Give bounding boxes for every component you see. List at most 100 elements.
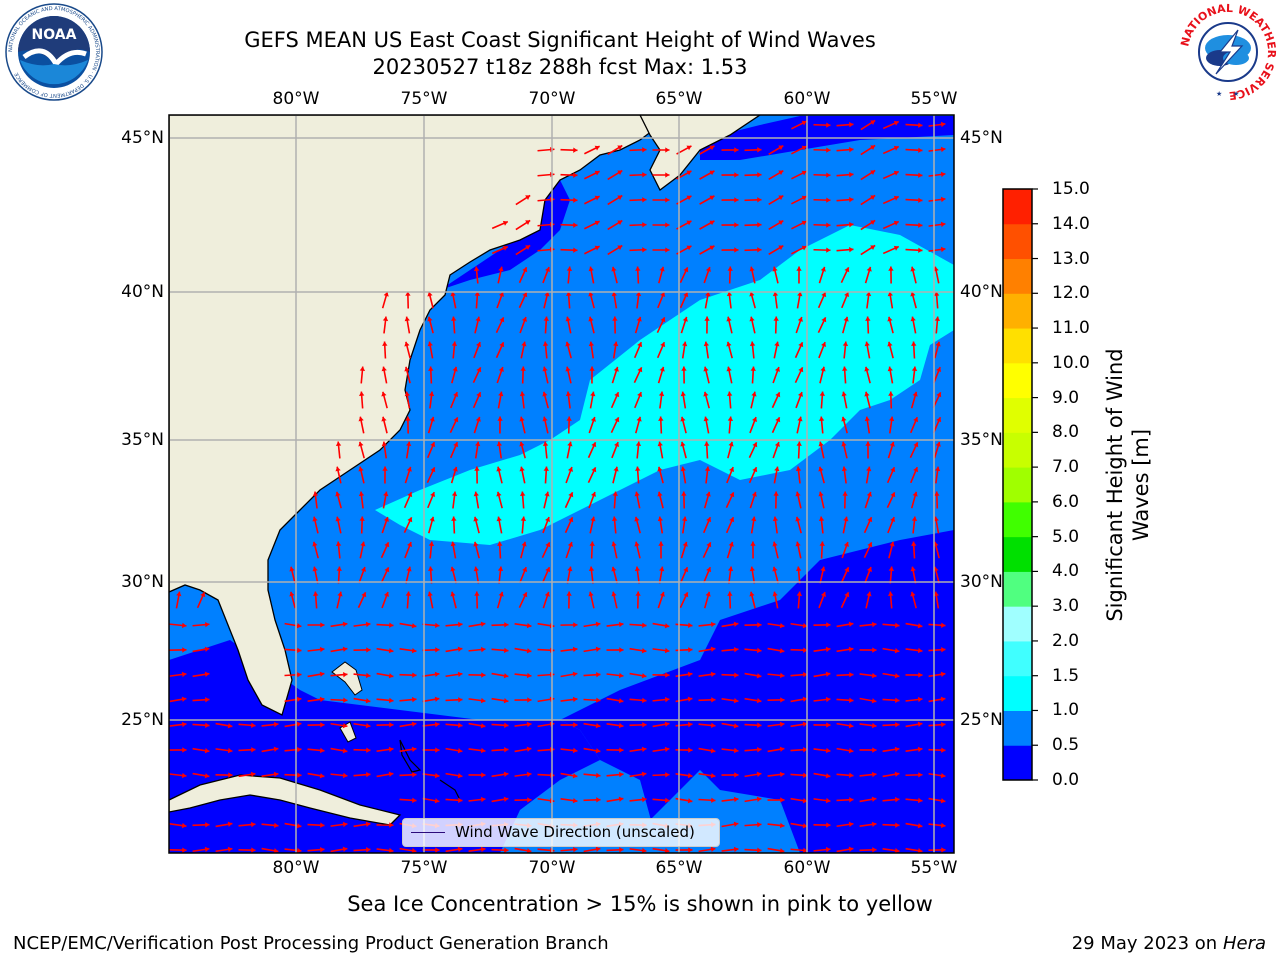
- wind-wave-arrowhead: [688, 622, 693, 629]
- lat-label-right-35n: 35°N: [960, 430, 1003, 450]
- wind-wave-arrowhead: [336, 566, 342, 571]
- wind-wave-arrowhead: [590, 492, 597, 497]
- wind-wave-arrowhead: [893, 170, 899, 176]
- wind-wave-arrowhead: [411, 746, 417, 752]
- wind-wave-arrowhead: [911, 541, 917, 546]
- wind-wave-arrowhead: [475, 316, 481, 322]
- lon-label-bottom-65w: 65°W: [655, 858, 703, 878]
- wind-wave-arrowhead: [779, 622, 785, 629]
- wind-wave-arrowhead: [866, 491, 872, 497]
- wind-wave-arrowhead: [388, 673, 394, 679]
- wind-wave-arrowhead: [934, 466, 941, 472]
- wind-wave-arrowhead: [798, 342, 804, 348]
- wind-wave-arrowhead: [779, 721, 785, 728]
- wind-wave-arrowhead: [795, 566, 802, 571]
- wind-wave-arrowhead: [641, 796, 647, 803]
- wind-wave-arrowhead: [320, 822, 325, 828]
- wind-wave-arrowhead: [797, 291, 803, 297]
- wind-wave-arrowhead: [411, 623, 417, 629]
- wind-wave-arrowhead: [779, 648, 785, 654]
- wind-wave-arrowhead: [870, 145, 876, 150]
- wind-wave-arrowhead: [680, 391, 686, 397]
- wind-wave-arrowhead: [588, 266, 594, 272]
- wind-wave-arrowhead: [940, 696, 946, 702]
- wind-wave-arrowhead: [543, 466, 549, 471]
- wind-wave-arrowhead: [687, 696, 693, 702]
- wind-wave-arrowhead: [498, 591, 504, 597]
- wind-wave-arrowhead: [406, 566, 412, 572]
- wind-wave-arrowhead: [780, 797, 785, 803]
- wind-wave-arrowhead: [710, 846, 716, 852]
- wind-wave-arrowhead: [795, 466, 802, 472]
- wind-wave-arrowhead: [545, 267, 551, 272]
- wind-wave-arrowhead: [826, 247, 831, 253]
- wind-wave-arrowhead: [573, 147, 578, 153]
- wind-wave-arrowhead: [611, 541, 617, 547]
- wind-wave-arrowhead: [450, 566, 456, 572]
- land-north-america: [169, 115, 662, 716]
- wind-wave-arrowhead: [642, 222, 647, 228]
- colorbar-segment: [1003, 710, 1032, 746]
- wind-wave-arrowhead: [480, 846, 486, 853]
- wind-wave-arrowhead: [796, 591, 803, 596]
- wind-wave-arrowhead: [434, 798, 440, 804]
- wind-wave-arrowhead: [802, 721, 808, 727]
- wind-wave-arrowhead: [404, 341, 410, 347]
- legend-line-swatch: [411, 832, 445, 833]
- wind-wave-arrowhead: [848, 846, 854, 852]
- wind-wave-arrowhead: [504, 847, 509, 853]
- wind-wave-arrowhead: [588, 291, 594, 297]
- wind-wave-arrowhead: [458, 697, 463, 703]
- colorbar: [1003, 188, 1038, 781]
- wind-wave-arrowhead: [802, 823, 808, 829]
- wind-wave-arrowhead: [457, 621, 463, 628]
- wind-wave-arrowhead: [319, 696, 325, 703]
- wind-wave-arrowhead: [594, 145, 600, 151]
- wind-wave-arrowhead: [940, 146, 946, 153]
- wind-wave-arrowhead: [895, 697, 900, 703]
- wind-wave-arrowhead: [572, 671, 578, 677]
- wind-wave-arrowhead: [519, 391, 526, 397]
- wind-wave-arrowhead: [450, 541, 456, 547]
- wind-wave-arrowhead: [773, 316, 779, 321]
- wind-wave-arrowhead: [756, 647, 762, 654]
- wind-wave-arrowhead: [683, 567, 689, 573]
- lat-label-left-25n: 25°N: [121, 710, 164, 730]
- wind-wave-arrowhead: [751, 491, 757, 497]
- wind-wave-arrowhead: [412, 797, 417, 803]
- wind-wave-arrowhead: [821, 317, 827, 323]
- wind-wave-arrowhead: [588, 591, 594, 597]
- wind-wave-arrowhead: [779, 848, 785, 853]
- wind-wave-arrowhead: [778, 245, 784, 251]
- wind-wave-arrowhead: [452, 366, 458, 372]
- wind-wave-arrowhead: [618, 621, 624, 628]
- wind-wave-arrowhead: [366, 647, 371, 653]
- wind-wave-arrowhead: [686, 220, 692, 226]
- wind-wave-arrowhead: [706, 542, 712, 548]
- wind-wave-arrowhead: [342, 821, 348, 828]
- lat-label-left-40n: 40°N: [121, 282, 164, 302]
- wind-wave-arrowhead: [686, 245, 692, 251]
- wind-wave-arrowhead: [404, 366, 410, 372]
- wind-wave-arrowhead: [572, 747, 578, 754]
- wind-wave-arrowhead: [826, 822, 831, 828]
- lon-label-bottom-55w: 55°W: [910, 858, 958, 878]
- wind-wave-arrowhead: [407, 492, 413, 498]
- wind-wave-arrowhead: [381, 416, 387, 422]
- wind-wave-arrowhead: [205, 722, 210, 728]
- wind-wave-arrowhead: [825, 671, 831, 677]
- lon-label-top-60w: 60°W: [783, 89, 831, 109]
- lat-label-left-35n: 35°N: [121, 430, 164, 450]
- wind-wave-arrowhead: [618, 722, 624, 729]
- wind-wave-arrowhead: [818, 466, 824, 472]
- wind-wave-arrowhead: [296, 696, 302, 702]
- wind-wave-arrowhead: [642, 197, 647, 203]
- wind-wave-arrowhead: [849, 196, 854, 203]
- wind-wave-arrowhead: [887, 366, 893, 372]
- wind-wave-arrowhead: [936, 367, 942, 373]
- wind-wave-arrowhead: [568, 517, 574, 523]
- wind-wave-arrowhead: [910, 591, 916, 597]
- wind-wave-arrowhead: [312, 491, 319, 497]
- wind-wave-arrowhead: [521, 541, 527, 547]
- wind-wave-arrowhead: [573, 247, 578, 253]
